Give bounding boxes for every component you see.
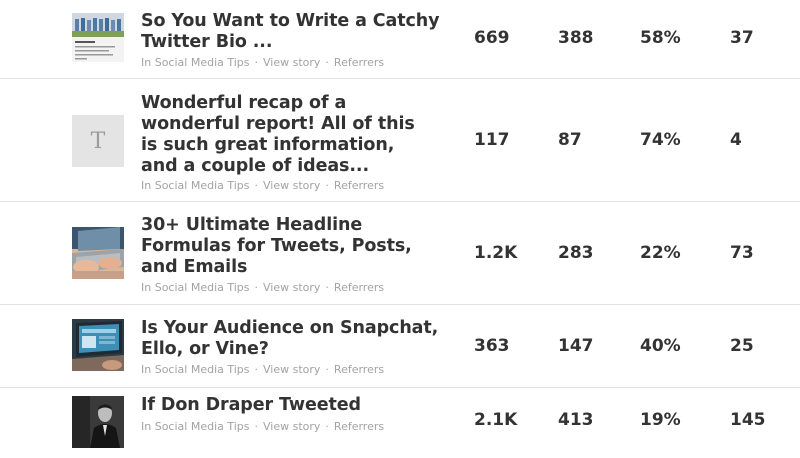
story-title[interactable]: So You Want to Write a Catchy Twitter Bi… — [141, 11, 440, 52]
group-photo-thumbnail[interactable] — [72, 12, 124, 62]
separator: · — [254, 420, 259, 433]
table-row: So You Want to Write a Catchy Twitter Bi… — [0, 0, 800, 79]
story-meta: In Social Media Tips · View story · Referrer… — [141, 281, 384, 295]
category-label: In Social Media Tips — [141, 363, 250, 376]
story-meta: In Social Media Tips · View story · Referrer… — [141, 420, 384, 434]
table-row: If Don Draper Tweeted In Social Media Ti… — [0, 388, 800, 458]
separator: · — [325, 363, 329, 376]
recommends-value: 145 — [730, 410, 766, 430]
referrers-link[interactable]: Referrers — [333, 281, 385, 294]
view-story-link[interactable]: View story — [263, 363, 321, 376]
story-title[interactable]: If Don Draper Tweeted — [141, 395, 361, 415]
read-ratio-value: 74% — [640, 130, 681, 150]
separator: · — [325, 420, 329, 433]
placeholder-letter: T — [90, 128, 106, 154]
category-label: In Social Media Tips — [141, 179, 250, 192]
laptop-screen-icon — [72, 319, 124, 371]
separator: · — [325, 281, 329, 294]
views-value: 669 — [474, 28, 510, 48]
story-title[interactable]: Wonderful recap of a wonderful report! A… — [141, 93, 415, 176]
recommends-value: 37 — [730, 28, 754, 48]
recommends-value: 4 — [730, 130, 742, 150]
view-story-link[interactable]: View story — [263, 281, 321, 294]
view-story-link[interactable]: View story — [263, 56, 321, 69]
views-value: 2.1K — [474, 410, 518, 430]
recommends-value: 25 — [730, 336, 754, 356]
referrers-link[interactable]: Referrers — [333, 363, 385, 376]
table-row: 30+ Ultimate Headline Formulas for Tweet… — [0, 202, 800, 305]
view-story-link[interactable]: View story — [263, 179, 321, 192]
portrait-photo-icon — [72, 396, 124, 448]
views-value: 117 — [474, 130, 510, 150]
story-meta: In Social Media Tips · View story · Referrer… — [141, 179, 384, 193]
story-title[interactable]: Is Your Audience on Snapchat, Ello, or V… — [141, 318, 439, 359]
portrait-photo-thumbnail[interactable] — [72, 396, 124, 448]
separator: · — [325, 179, 329, 192]
read-ratio-value: 22% — [640, 243, 681, 263]
group-photo-icon — [72, 13, 124, 62]
reads-value: 413 — [558, 410, 594, 430]
views-value: 363 — [474, 336, 510, 356]
read-ratio-value: 19% — [640, 410, 681, 430]
referrers-link[interactable]: Referrers — [333, 56, 385, 69]
letter-placeholder-icon: T — [72, 115, 124, 167]
letter-placeholder-thumbnail[interactable]: T — [72, 115, 124, 167]
table-row: T Wonderful recap of a wonderful report!… — [0, 79, 800, 202]
reads-value: 283 — [558, 243, 594, 263]
category-label: In Social Media Tips — [141, 56, 250, 69]
reads-value: 147 — [558, 336, 594, 356]
category-label: In Social Media Tips — [141, 420, 250, 433]
reads-value: 87 — [558, 130, 582, 150]
recommends-value: 73 — [730, 243, 754, 263]
referrers-link[interactable]: Referrers — [333, 179, 385, 192]
separator: · — [254, 363, 259, 376]
separator: · — [254, 179, 259, 192]
read-ratio-value: 58% — [640, 28, 681, 48]
table-row: Is Your Audience on Snapchat, Ello, or V… — [0, 305, 800, 388]
laptop-typing-icon — [72, 227, 124, 279]
views-value: 1.2K — [474, 243, 518, 263]
laptop-screen-thumbnail[interactable] — [72, 319, 124, 371]
view-story-link[interactable]: View story — [263, 420, 321, 433]
referrers-link[interactable]: Referrers — [333, 420, 385, 433]
separator: · — [254, 56, 259, 69]
separator: · — [325, 56, 329, 69]
separator: · — [254, 281, 259, 294]
read-ratio-value: 40% — [640, 336, 681, 356]
story-title[interactable]: 30+ Ultimate Headline Formulas for Tweet… — [141, 215, 412, 277]
laptop-typing-thumbnail[interactable] — [72, 227, 124, 279]
reads-value: 388 — [558, 28, 594, 48]
story-meta: In Social Media Tips · View story · Referrer… — [141, 56, 384, 70]
category-label: In Social Media Tips — [141, 281, 250, 294]
story-meta: In Social Media Tips · View story · Referrer… — [141, 363, 384, 377]
